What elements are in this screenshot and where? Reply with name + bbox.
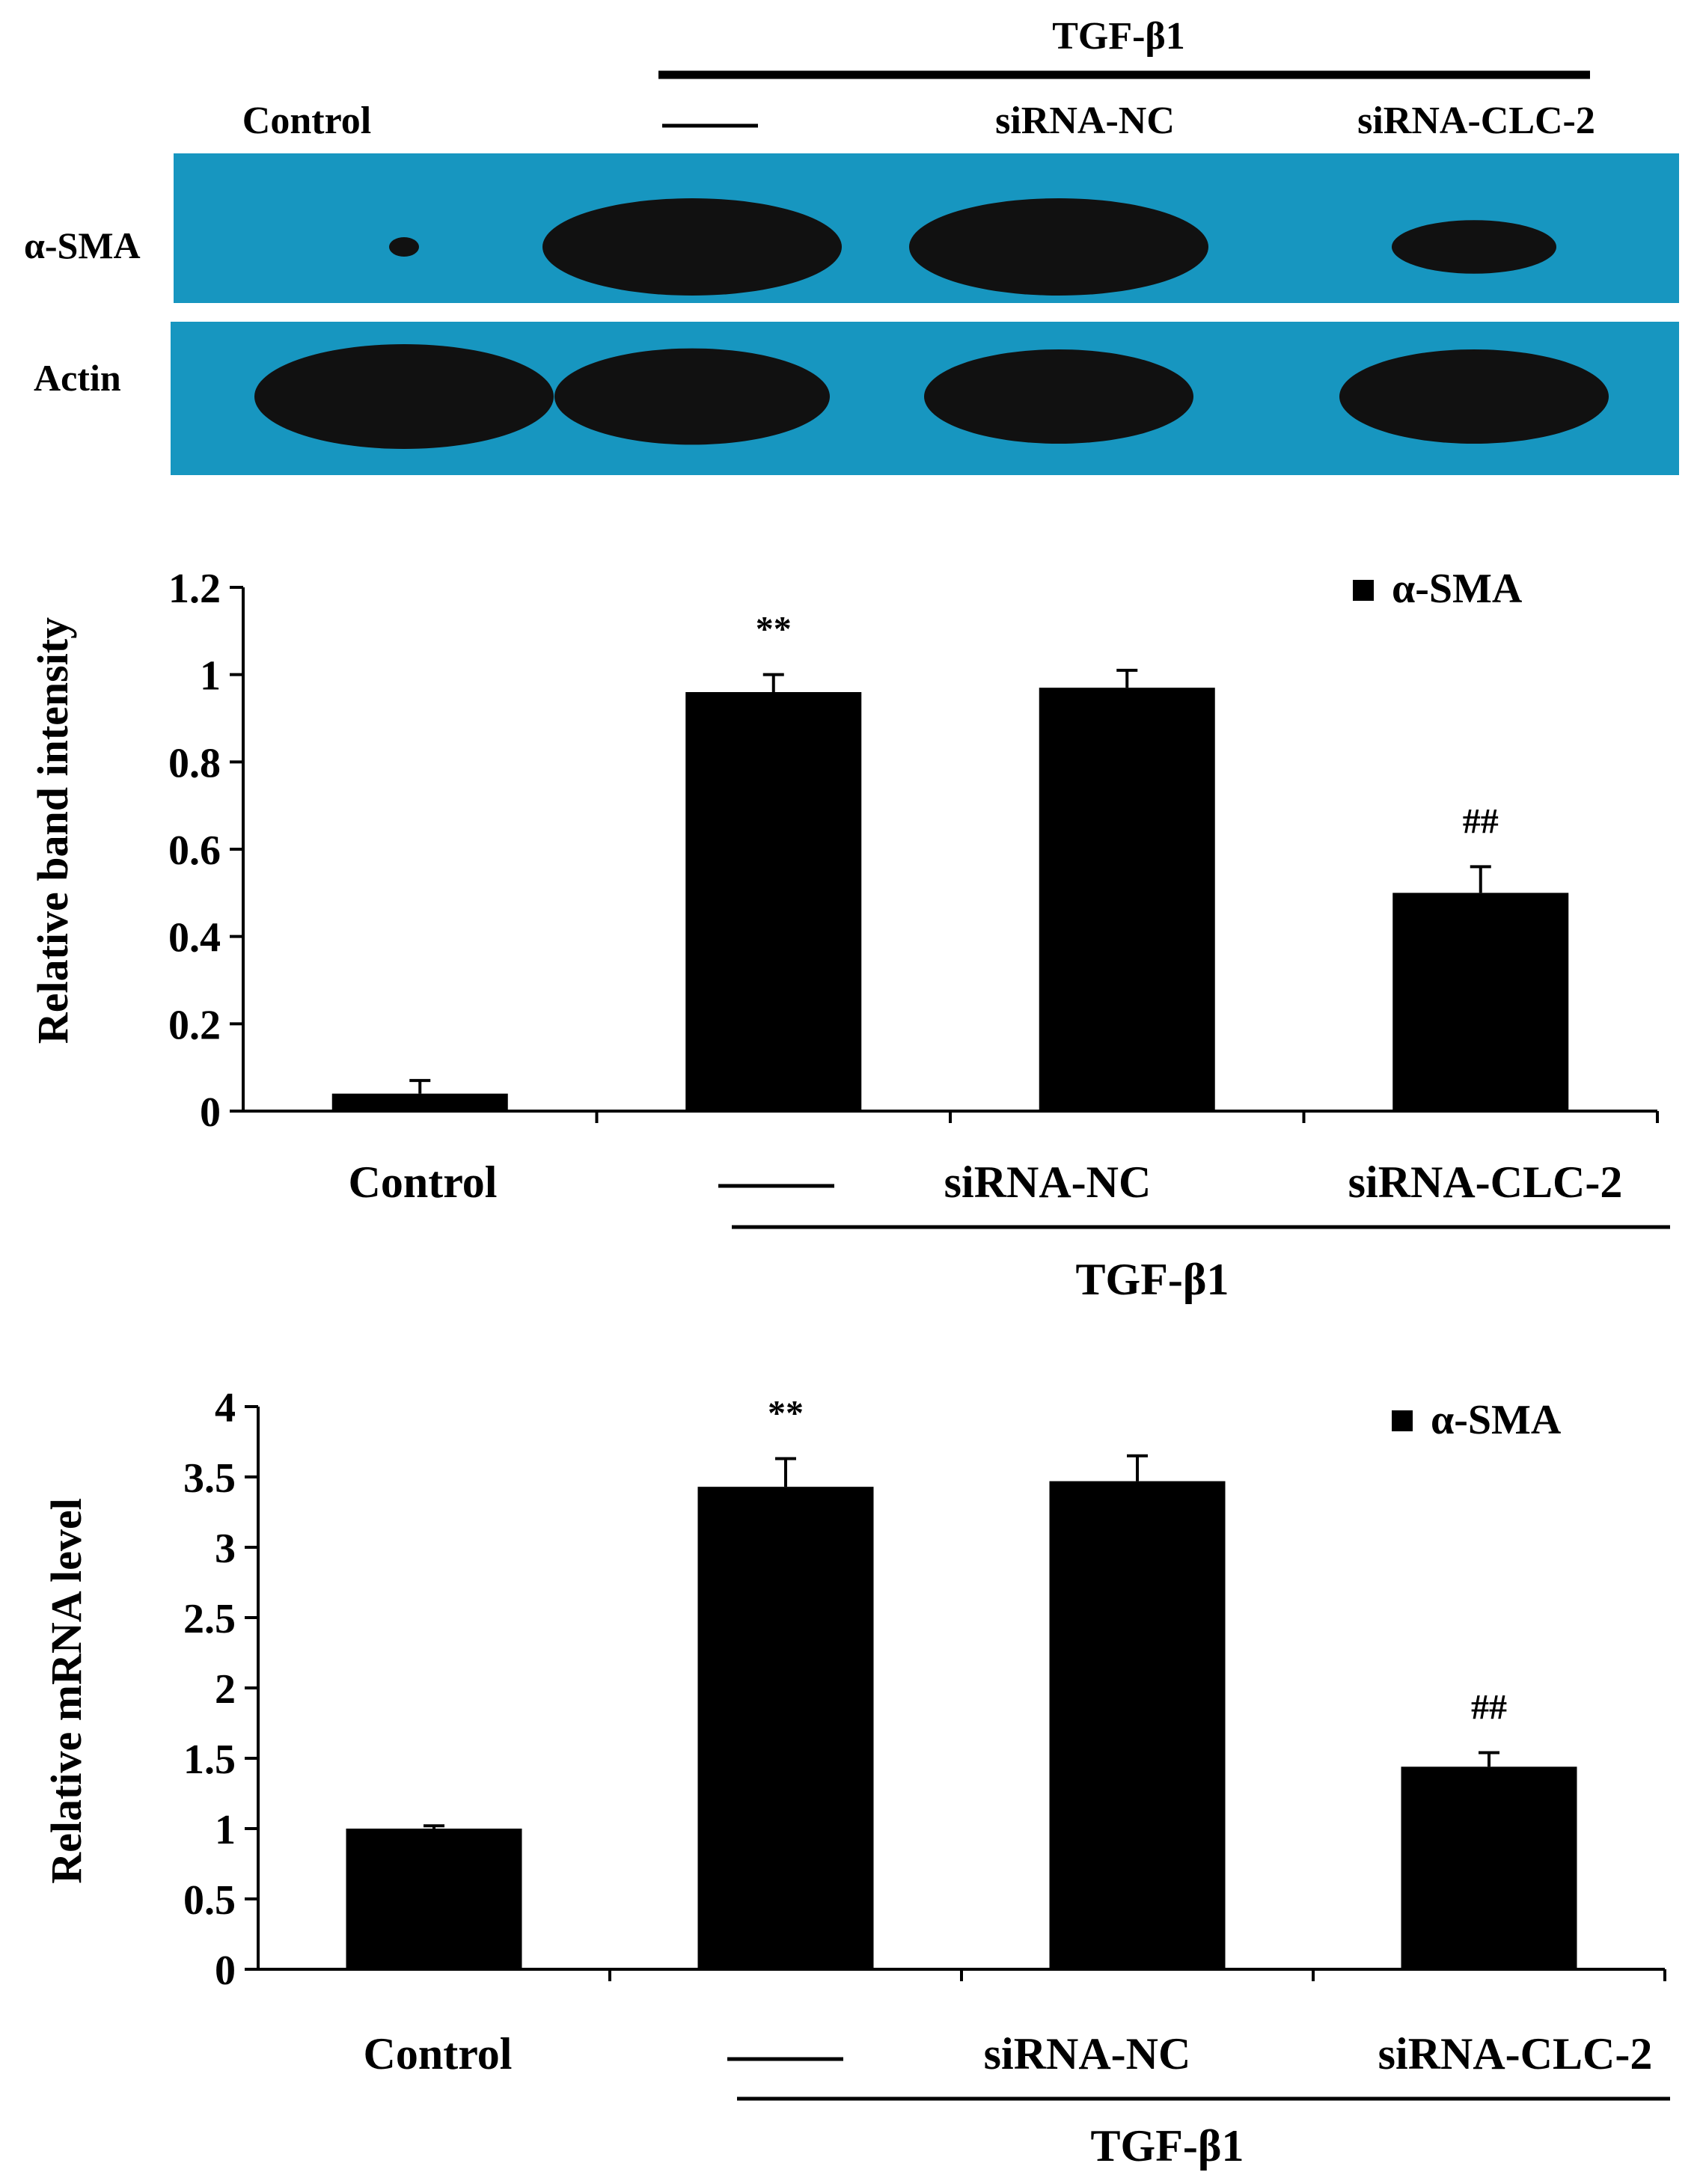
chart1-xlabel-sirna-clc2: siRNA-CLC-2 (1348, 1157, 1623, 1207)
chart2-legend-swatch (1392, 1410, 1413, 1431)
blot-band-actin-0 (254, 344, 554, 449)
chart2-ytick-label: 0 (215, 1948, 236, 1994)
chart2-ytick-label: 3.5 (183, 1455, 236, 1502)
blot-lane-label-control: Control (242, 100, 371, 142)
chart2-xlabel-control: Control (364, 2029, 513, 2079)
chart1-ytick-label: 0.2 (168, 1002, 221, 1048)
chart2-ytick-label: 0.5 (183, 1877, 236, 1924)
chart1-ytick-label: 0.4 (168, 915, 221, 961)
blot-band-actin-1 (554, 348, 830, 445)
chart2-ytick-label: 3 (215, 1526, 236, 1572)
blot-band-actin-2 (924, 349, 1193, 444)
chart1-bar-0 (331, 1093, 508, 1111)
chart1-group-label: TGF-β1 (1076, 1255, 1229, 1304)
blot-band-sma-1 (542, 198, 842, 296)
chart1-ytick-label: 0.8 (168, 740, 221, 786)
chart2-bar-1 (697, 1487, 874, 1969)
chart2-xlabel-sirna-nc: siRNA-NC (984, 2029, 1191, 2079)
blot-lane-label-sirna-nc: siRNA-NC (995, 100, 1175, 142)
chart2-xlabel-sirna-clc2: siRNA-CLC-2 (1378, 2029, 1653, 2079)
chart2-annotation-3: ## (1471, 1687, 1507, 1727)
blot-row-label-actin: Actin (34, 357, 121, 399)
chart1-ytick-label: 1.2 (168, 566, 221, 612)
blot-bands (254, 198, 1609, 449)
chart-band-intensity: Relative band intensity 0 0.2 0.4 0.6 0.8 1 1.… (28, 566, 1670, 1304)
chart1-annotation-3: ## (1463, 801, 1499, 841)
blot-band-sma-3 (1392, 220, 1556, 274)
chart2-ytick-label: 1.5 (183, 1737, 236, 1783)
blot-treatment-label: TGF-β1 (1052, 15, 1185, 58)
blot-band-actin-3 (1339, 349, 1609, 444)
chart1-bars: ** ## (331, 610, 1569, 1111)
chart2-ytick-label: 2.5 (183, 1596, 236, 1642)
blot-lane-label-sirna-clc2: siRNA-CLC-2 (1357, 100, 1595, 142)
chart2-bar-0 (346, 1829, 522, 1969)
chart1-ytick-label: 0 (200, 1089, 221, 1136)
chart1-bar-3 (1392, 893, 1569, 1111)
chart1-ytick-label: 0.6 (168, 828, 221, 874)
chart1-xlabel-sirna-nc: siRNA-NC (944, 1157, 1152, 1207)
blot-band-sma-0 (389, 237, 419, 257)
chart-mrna-level: Relative mRNA level 0 0.5 1 1.5 2 2.5 3 3.5 4 **… (42, 1385, 1670, 2171)
chart2-legend-label: α-SMA (1431, 1397, 1562, 1443)
blot-band-sma-2 (909, 198, 1208, 296)
chart2-bar-2 (1049, 1481, 1226, 1969)
chart1-legend-label: α-SMA (1392, 566, 1523, 612)
chart1-legend-swatch (1353, 580, 1374, 601)
chart2-bar-3 (1401, 1767, 1577, 1969)
chart1-ylabel: Relative band intensity (28, 617, 77, 1044)
chart2-ytick-label: 4 (215, 1385, 236, 1431)
chart2-ytick-label: 2 (215, 1666, 236, 1713)
chart1-annotation-1: ** (756, 610, 792, 649)
chart2-ytick-label: 1 (215, 1807, 236, 1853)
chart2-ylabel: Relative mRNA level (42, 1498, 91, 1883)
chart2-group-label: TGF-β1 (1091, 2121, 1244, 2171)
blot-row-label-sma: α-SMA (24, 224, 141, 266)
chart2-bars: ** ## (346, 1394, 1577, 1969)
chart1-bar-1 (685, 692, 862, 1111)
chart2-axes: 0 0.5 1 1.5 2 2.5 3 3.5 4 (183, 1385, 1666, 1994)
chart2-annotation-1: ** (768, 1394, 804, 1434)
chart1-ytick-label: 1 (200, 653, 221, 700)
chart1-bar-2 (1039, 688, 1215, 1111)
western-blot-panel: TGF-β1 Control siRNA-NC siRNA-CLC-2 α-SM… (24, 15, 1679, 475)
chart1-xlabel-control: Control (349, 1157, 498, 1207)
